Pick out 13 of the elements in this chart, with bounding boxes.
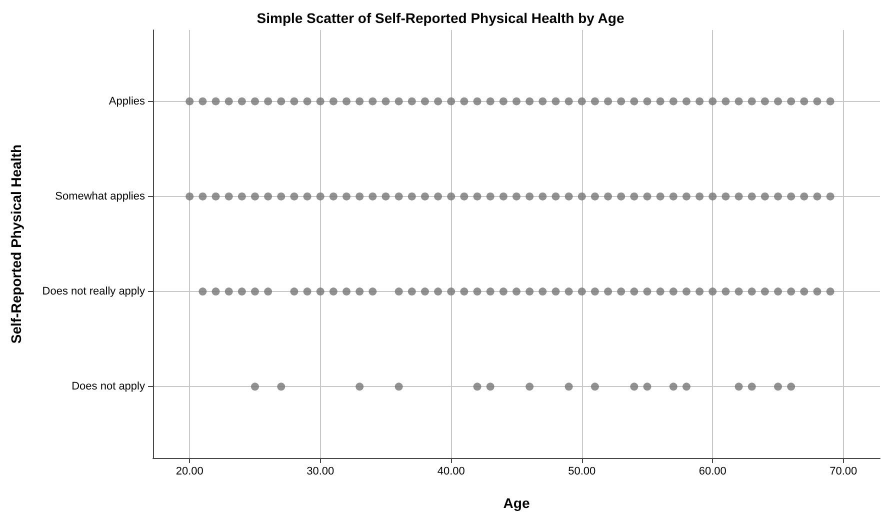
- chart-title: Simple Scatter of Self-Reported Physical Health by Age: [256, 10, 624, 26]
- x-tick-label: 70.00: [830, 466, 858, 478]
- y-tick-label: Applies: [108, 95, 146, 108]
- y-tick-label: Does not apply: [72, 380, 146, 393]
- x-tick-label: 50.00: [568, 466, 596, 478]
- x-tick-label: 40.00: [437, 466, 465, 478]
- x-tick-label: 60.00: [698, 466, 726, 478]
- y-tick-label: Does not really apply: [42, 286, 146, 298]
- x-axis-title: Age: [503, 495, 530, 511]
- x-tick-label: 30.00: [306, 466, 334, 478]
- y-axis-title: Self-Reported Physical Health: [8, 144, 24, 344]
- y-tick-label: Somewhat applies: [55, 190, 146, 202]
- x-tick-label: 20.00: [176, 466, 204, 478]
